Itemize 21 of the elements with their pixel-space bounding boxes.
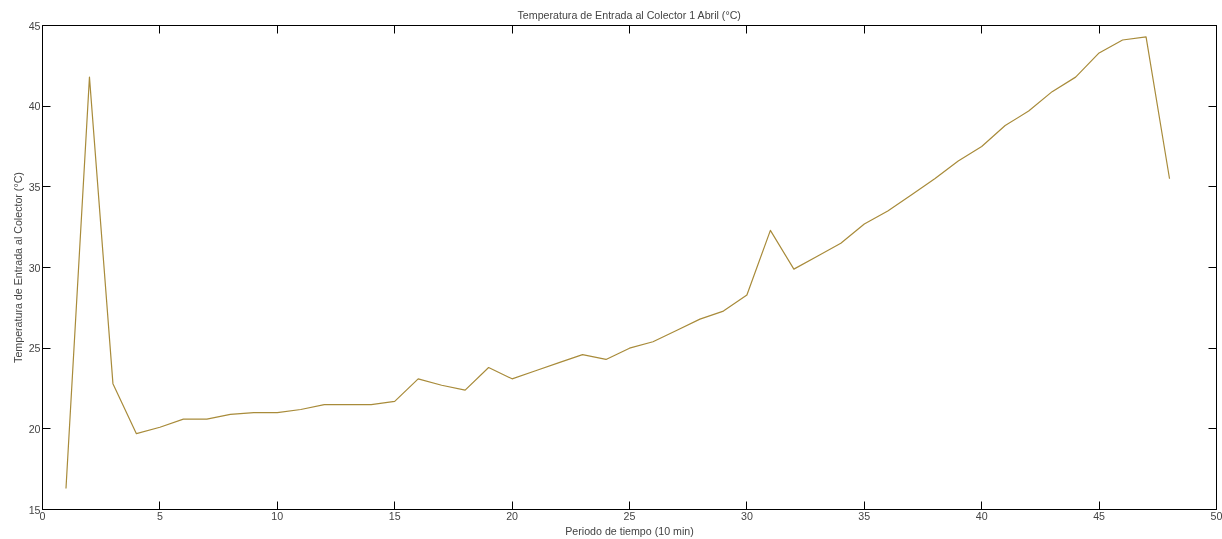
chart-title: Temperatura de Entrada al Colector 1 Abril (°C) [517, 8, 741, 21]
y-tick-label: 45 [28, 19, 41, 32]
line-series [65, 36, 1171, 490]
x-axis-title: Periodo de tiempo (10 min) [565, 524, 694, 537]
x-tick-label: 25 [623, 509, 636, 522]
x-tick-label: 50 [1210, 509, 1222, 522]
y-tick-label: 35 [28, 180, 41, 193]
x-tick-label: 10 [271, 509, 284, 522]
x-tick-label: 20 [506, 509, 519, 522]
x-tick-label: 40 [975, 509, 988, 522]
x-tick-label: 30 [740, 509, 753, 522]
y-tick-label: 30 [28, 261, 41, 274]
y-axis-title: Temperatura de Entrada al Colector (°C) [11, 172, 24, 363]
y-tick-label: 20 [28, 422, 41, 435]
y-tick-label: 25 [28, 342, 41, 355]
x-tick-label: 0 [39, 509, 46, 522]
x-tick-label: 15 [388, 509, 401, 522]
x-tick-label: 5 [156, 509, 163, 522]
x-tick-label: 45 [1093, 509, 1106, 522]
x-tick-label: 35 [858, 509, 871, 522]
y-tick-label: 40 [28, 100, 41, 113]
